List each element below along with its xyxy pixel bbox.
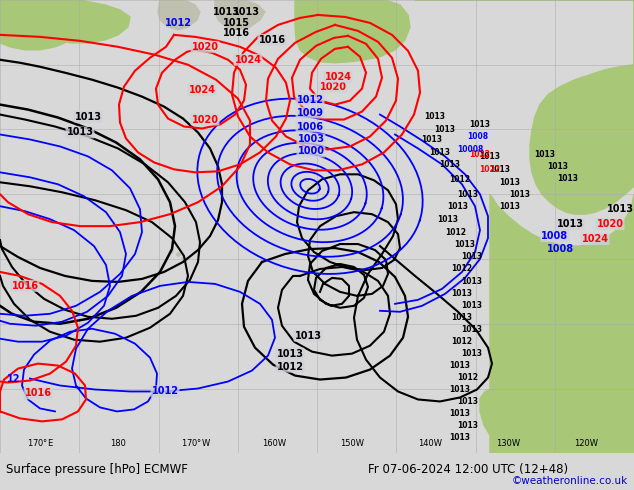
Text: 150W: 150W (340, 439, 364, 448)
Text: 180: 180 (110, 439, 126, 448)
Text: 1013: 1013 (422, 135, 443, 144)
Text: 1013: 1013 (470, 120, 491, 129)
Text: 1012: 1012 (451, 265, 472, 273)
Text: 1012: 1012 (450, 175, 470, 184)
Text: 1008: 1008 (467, 132, 489, 141)
Text: 1013: 1013 (479, 152, 500, 161)
Polygon shape (490, 194, 634, 453)
Text: 1013: 1013 (462, 325, 482, 334)
Polygon shape (0, 0, 130, 43)
Text: 1009: 1009 (297, 108, 323, 118)
Polygon shape (158, 0, 200, 30)
Text: 1013: 1013 (458, 397, 479, 406)
Text: 120W: 120W (574, 439, 598, 448)
Polygon shape (480, 389, 522, 453)
Text: 1013: 1013 (448, 202, 469, 211)
Text: 1020: 1020 (597, 219, 623, 229)
Text: 1013: 1013 (75, 112, 101, 122)
Polygon shape (415, 0, 634, 214)
Text: 1013: 1013 (458, 190, 479, 199)
Text: 1015: 1015 (223, 18, 250, 28)
Text: 1012: 1012 (276, 362, 304, 371)
Text: 1013: 1013 (607, 204, 633, 214)
Text: 1020: 1020 (320, 82, 347, 92)
Text: 1012: 1012 (152, 387, 179, 396)
Text: 1013: 1013 (462, 349, 482, 358)
Text: 1013: 1013 (489, 165, 510, 174)
Text: 160W: 160W (262, 439, 286, 448)
Text: 1024: 1024 (235, 55, 261, 65)
Polygon shape (0, 0, 75, 50)
Text: 1013: 1013 (450, 361, 470, 370)
Text: 1016: 1016 (259, 35, 285, 45)
Text: 1024: 1024 (581, 234, 609, 244)
Text: 1020: 1020 (191, 115, 219, 124)
Text: 1013: 1013 (434, 125, 455, 134)
Text: 1008: 1008 (541, 231, 569, 241)
Text: 1013: 1013 (276, 348, 304, 359)
Text: 12: 12 (7, 373, 21, 384)
Text: 1013: 1013 (437, 215, 458, 223)
Text: 1022: 1022 (479, 165, 500, 174)
Text: 1013: 1013 (500, 178, 521, 187)
Text: 1013: 1013 (451, 313, 472, 322)
Text: 1013: 1013 (67, 127, 93, 138)
Text: 1013: 1013 (451, 290, 472, 298)
Text: 1013: 1013 (548, 162, 569, 171)
Text: 1008: 1008 (547, 244, 574, 254)
Text: 1013: 1013 (450, 409, 470, 418)
Text: 1013: 1013 (425, 112, 446, 121)
Text: 1013: 1013 (212, 7, 240, 17)
Text: 1013: 1013 (557, 174, 578, 183)
Text: 140W: 140W (418, 439, 442, 448)
Text: 1012: 1012 (297, 95, 323, 105)
Text: 1012: 1012 (458, 373, 479, 382)
Text: 1013: 1013 (429, 148, 451, 157)
Text: 1013: 1013 (462, 301, 482, 310)
Text: 170$\degree$W: 170$\degree$W (181, 437, 211, 448)
Text: 1013: 1013 (450, 433, 470, 442)
Text: 10008: 10008 (457, 145, 483, 154)
Text: 1024: 1024 (325, 72, 351, 82)
Text: 1012: 1012 (164, 18, 191, 28)
Text: 1016: 1016 (223, 28, 250, 38)
Polygon shape (518, 379, 600, 453)
Text: 1013: 1013 (500, 202, 521, 211)
Text: 1013: 1013 (450, 385, 470, 394)
Text: 130W: 130W (496, 439, 520, 448)
Text: 1013: 1013 (295, 331, 321, 341)
Text: 1020: 1020 (191, 42, 219, 52)
Text: 1013: 1013 (455, 240, 476, 248)
Text: 1013: 1013 (534, 150, 555, 159)
Text: 170$\degree$E: 170$\degree$E (27, 437, 53, 448)
Text: 1006: 1006 (297, 122, 323, 131)
Text: 1016: 1016 (11, 281, 39, 291)
Text: 1016: 1016 (25, 389, 51, 398)
Polygon shape (295, 0, 410, 63)
Text: 1013: 1013 (510, 190, 531, 199)
Text: ©weatheronline.co.uk: ©weatheronline.co.uk (512, 476, 628, 486)
Text: 1013: 1013 (462, 251, 482, 261)
Text: 1013: 1013 (557, 219, 583, 229)
Text: 1013: 1013 (458, 421, 479, 430)
Polygon shape (215, 0, 265, 30)
Text: 1000: 1000 (297, 147, 325, 156)
Text: 1013: 1013 (233, 7, 259, 17)
Text: Surface pressure [hPo] ECMWF: Surface pressure [hPo] ECMWF (6, 463, 188, 476)
Text: 1003: 1003 (297, 134, 325, 145)
Text: 1012: 1012 (446, 227, 467, 237)
Text: 1013: 1013 (462, 277, 482, 287)
Text: Fr 07-06-2024 12:00 UTC (12+48): Fr 07-06-2024 12:00 UTC (12+48) (368, 463, 568, 476)
Text: 1013: 1013 (439, 160, 460, 169)
Text: 1012: 1012 (451, 337, 472, 346)
Text: 1024: 1024 (188, 85, 216, 95)
Text: 1022: 1022 (470, 150, 491, 159)
